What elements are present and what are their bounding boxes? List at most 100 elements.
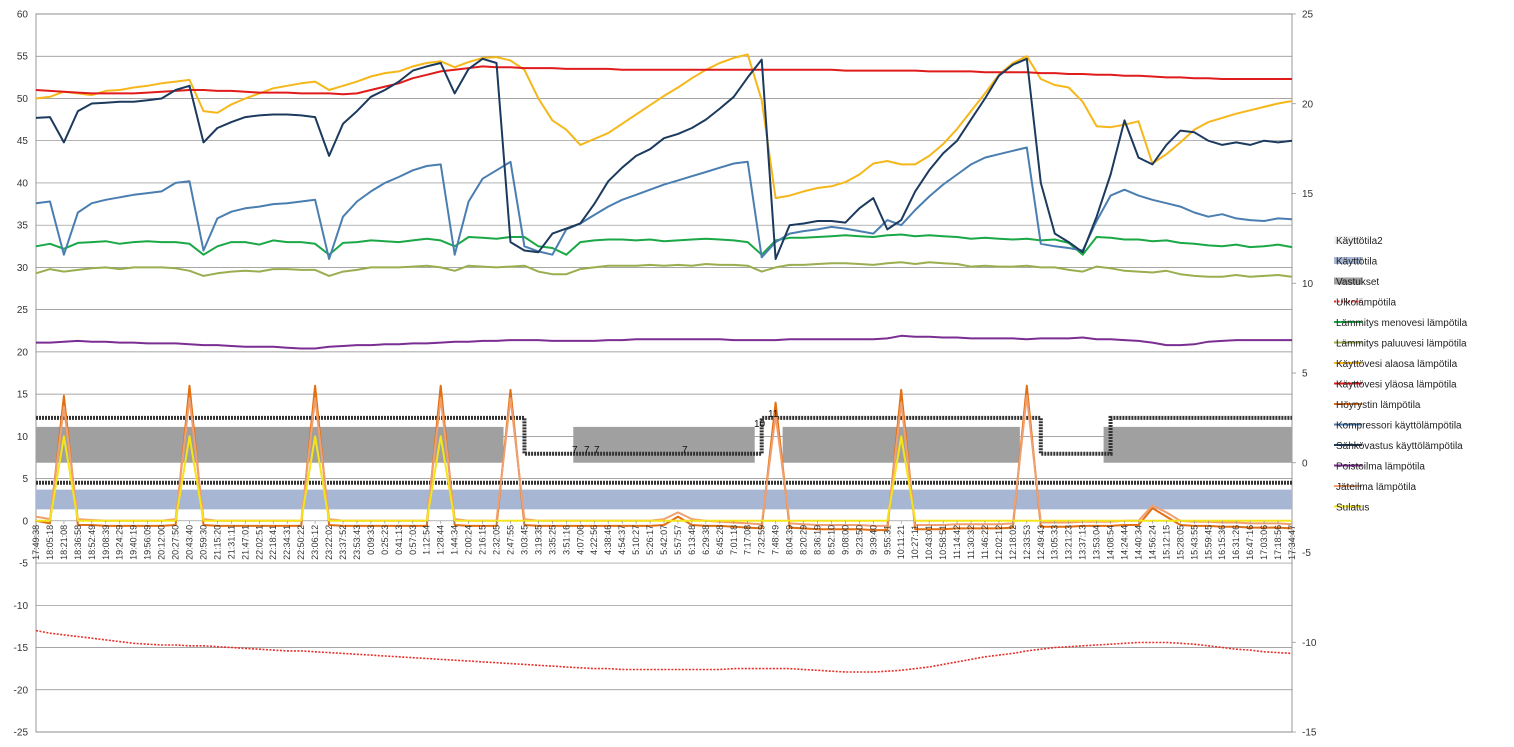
x-tick-label: 10:27:11 [910, 525, 920, 559]
x-tick-label: 12:33:53 [1022, 525, 1032, 560]
x-tick-label: 20:12:00 [157, 525, 167, 560]
annotation-label: 7 [682, 445, 688, 456]
y-axis-left: -25 -20 -15 -10 -5 0 5 10 15 20 25 30 35 40 45 50 55 60 [14, 10, 29, 739]
legend-label: Käyttövesi alaosa lämpötila [1336, 359, 1458, 370]
legend-entry: Käyttövesi alaosa lämpötila [1334, 359, 1458, 370]
x-tick-label: 18:05:18 [45, 525, 55, 560]
x-tick-label: 9:08:00 [840, 525, 850, 555]
x-tick-label: 8:04:39 [785, 525, 795, 555]
x-tick-label: 8:20:29 [799, 525, 809, 555]
x-tick-label: 13:37:13 [1078, 525, 1088, 560]
legend-entry: Sulatus [1334, 503, 1369, 514]
y-tick-label: 10 [17, 432, 29, 443]
y-tick-label: 30 [17, 263, 29, 274]
x-tick-label: 11:30:32 [966, 525, 976, 559]
y-tick-label: 20 [17, 347, 29, 358]
legend-entry: Käyttötila [1334, 257, 1378, 268]
x-tick-label: 0:57:03 [408, 525, 418, 555]
legend-entry: Käyttötila2 [1334, 236, 1383, 247]
legend-swatch [1334, 257, 1362, 264]
y-tick-label: 5 [22, 474, 28, 485]
series-line-Ulkolämpötila [35, 629, 1293, 673]
x-tick-label: 2:47:55 [505, 525, 515, 555]
x-tick-label: 22:02:51 [254, 525, 264, 560]
x-tick-label: 22:50:22 [296, 525, 306, 560]
y-tick-label: 55 [17, 52, 29, 63]
x-tick-label: 6:45:28 [715, 525, 725, 555]
legend-label: Kompressori käyttölämpötila [1336, 421, 1462, 432]
legend-entry: Vastukset [1334, 277, 1379, 288]
legend-entry: Ulkolämpötila [1334, 298, 1396, 309]
x-tick-label: 20:59:30 [198, 525, 208, 560]
x-tick-label: 7:32:59 [757, 525, 767, 555]
x-tick-label: 17:34:47 [1287, 525, 1297, 560]
y2-tick-label: -15 [1302, 728, 1317, 739]
legend-entry: Poistoilma lämpötila [1334, 462, 1425, 473]
series-line-Sähkövastus käyttölämpötila [35, 57, 1293, 260]
annotation-label: 7 [572, 445, 578, 456]
x-tick-label: 21:31:11 [226, 525, 236, 559]
x-tick-label: 23:53:43 [352, 525, 362, 560]
x-tick-label: 8:36:19 [813, 525, 823, 555]
x-tick-label: 13:21:23 [1064, 525, 1074, 560]
x-tick-label: 17:18:56 [1273, 525, 1283, 560]
series-line-Lämmitys menovesi lämpötila [35, 233, 1293, 256]
x-tick-label: 13:53:04 [1092, 525, 1102, 560]
x-tick-label: 16:47:16 [1245, 525, 1255, 560]
series-line-Käyttövesi alaosa lämpötila [35, 53, 1293, 200]
legend-label: Jäteilma lämpötila [1336, 482, 1416, 493]
x-tick-label: 4:22:56 [589, 525, 599, 555]
y-tick-label: 0 [22, 516, 28, 527]
band-Käyttötila2 [36, 415, 1292, 456]
x-tick-label: 5:57:57 [673, 525, 683, 555]
x-tick-label: 15:59:45 [1203, 525, 1213, 560]
legend: Käyttötila2 Käyttötila Vastukset Ulkolämpöt… [1334, 236, 1468, 514]
x-tick-label: 17:03:06 [1259, 525, 1269, 560]
legend-entry: Höyrystin lämpötila [1334, 400, 1421, 411]
x-tick-label: 5:10:27 [631, 525, 641, 555]
x-tick-label: 17:49:38 [31, 525, 41, 560]
x-tick-label: 20:27:50 [171, 525, 181, 560]
x-tick-label: 14:40:34 [1133, 525, 1143, 560]
x-tick-label: 19:56:09 [143, 525, 153, 560]
legend-entry: Kompressori käyttölämpötila [1334, 421, 1462, 432]
x-tick-label: 1:28:44 [436, 525, 446, 555]
y-tick-label: -25 [14, 728, 29, 739]
x-tick-label: 15:28:05 [1175, 525, 1185, 560]
x-tick-label: 4:54:37 [617, 525, 627, 555]
x-tick-label: 12:02:12 [994, 525, 1004, 560]
y-tick-label: 60 [17, 10, 29, 21]
x-tick-label: 5:26:17 [645, 525, 655, 555]
x-tick-label: 1:12:54 [422, 525, 432, 555]
legend-entry: Sähkövastus käyttölämpötila [1334, 441, 1463, 452]
series-line-Lämmitys paluuvesi lämpötila [35, 261, 1293, 278]
x-tick-label: 4:38:46 [603, 525, 613, 555]
x-tick-label: 8:52:10 [826, 525, 836, 555]
x-tick-label: 14:56:24 [1147, 525, 1157, 560]
legend-label: Sulatus [1336, 503, 1369, 514]
legend-swatch [1334, 277, 1362, 285]
x-tick-label: 0:25:23 [380, 525, 390, 555]
y2-tick-label: -5 [1302, 548, 1311, 559]
series-line-Käyttövesi yläosa lämpötila [35, 65, 1292, 96]
series-line-Höyrystin lämpötila [35, 384, 1293, 532]
legend-label: Käyttövesi yläosa lämpötila [1336, 380, 1457, 391]
x-tick-label: 2:00:24 [464, 525, 474, 555]
x-tick-label: 0:41:13 [394, 525, 404, 555]
x-tick-label: 21:47:01 [240, 525, 250, 560]
band-Vastukset [36, 426, 1292, 463]
y2-tick-label: 15 [1302, 189, 1314, 200]
x-tick-label: 18:21:08 [59, 525, 69, 560]
band-Käyttötila [36, 489, 1292, 510]
y-tick-label: 40 [17, 178, 29, 189]
x-tick-label: 18:52:49 [87, 525, 97, 560]
y2-tick-label: 10 [1302, 279, 1314, 290]
status-bands [36, 415, 1292, 510]
x-tick-label: 6:13:48 [687, 525, 697, 555]
x-tick-label: 2:16:15 [478, 525, 488, 555]
x-tick-label: 19:40:19 [129, 525, 139, 560]
y-tick-label: -5 [19, 559, 28, 570]
x-tick-label: 14:24:44 [1120, 525, 1130, 560]
x-tick-label: 18:36:58 [73, 525, 83, 560]
